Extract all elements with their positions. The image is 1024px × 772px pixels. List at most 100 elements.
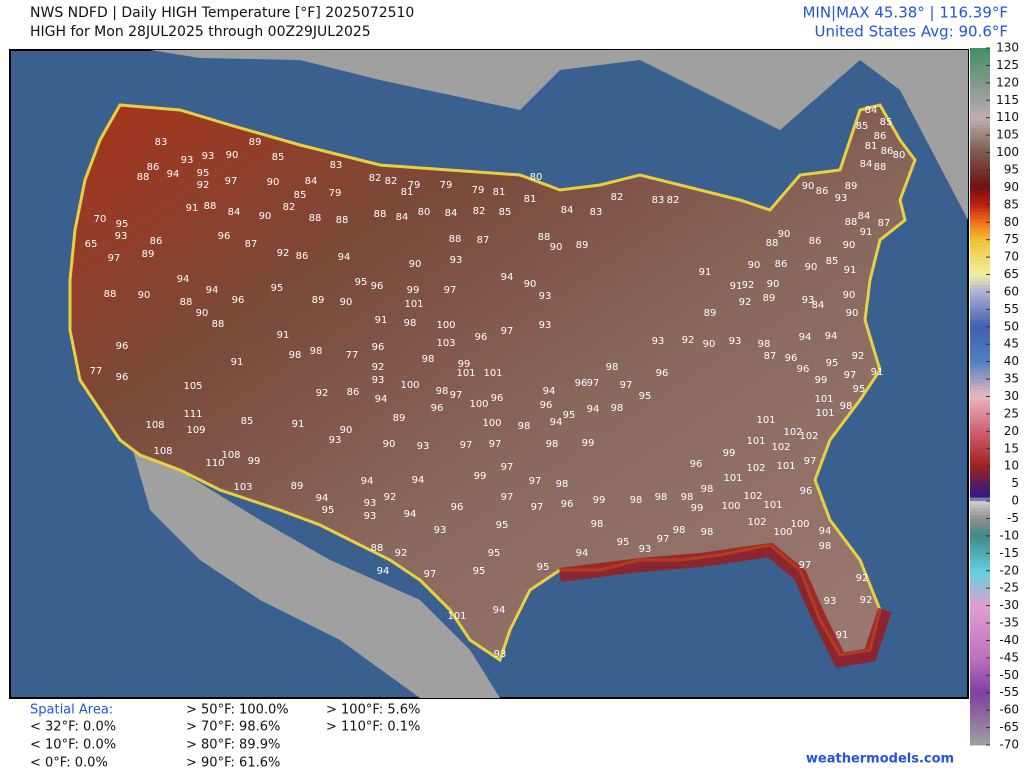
temperature-label: 108 [145, 420, 164, 431]
colorbar-tick-label: -20 [999, 563, 1019, 577]
colorbar-cell [970, 281, 990, 286]
colorbar-cell [970, 337, 990, 342]
colorbar-cell [970, 222, 990, 227]
temperature-label: 88 [845, 217, 858, 228]
colorbar-cell [970, 588, 990, 593]
temperature-label: 87 [878, 218, 891, 229]
temperature-label: 95 [473, 566, 486, 577]
colorbar-cell [970, 211, 990, 216]
temperature-label: 94 [550, 417, 563, 428]
temperature-label: 90 [748, 260, 761, 271]
spatial-area-item: > 90°F: 61.6% [186, 756, 280, 769]
colorbar-cell [970, 152, 990, 157]
colorbar-cell [970, 431, 990, 436]
colorbar-cell [970, 546, 990, 551]
temperature-label: 91 [860, 227, 873, 238]
colorbar-cell [970, 389, 990, 394]
colorbar-cell [970, 570, 990, 575]
colorbar-cell [970, 264, 990, 269]
temperature-label: 88 [137, 172, 150, 183]
temperature-label: 90 [843, 290, 856, 301]
colorbar-cell [970, 490, 990, 495]
temperature-label: 95 [197, 168, 210, 179]
colorbar-cell [970, 647, 990, 652]
colorbar-tick-label: 70 [1004, 250, 1019, 264]
temperature-label: 97 [501, 492, 514, 503]
temperature-label: 80 [893, 150, 906, 161]
temperature-label: 98 [611, 403, 624, 414]
temperature-label: 86 [874, 131, 887, 142]
colorbar-cell [970, 344, 990, 349]
temperature-label: 93 [364, 498, 377, 509]
colorbar-tick-label: 20 [1004, 424, 1019, 438]
temperature-label: 95 [853, 384, 866, 395]
mexico [130, 440, 500, 698]
colorbar-cell [970, 542, 990, 547]
temperature-label: 94 [361, 476, 374, 487]
colorbar-cell [970, 567, 990, 572]
temperature-label: 97 [501, 462, 514, 473]
colorbar-cell [970, 302, 990, 307]
colorbar-cell [970, 511, 990, 516]
temperature-label: 94 [316, 493, 329, 504]
temperature-label: 96 [800, 486, 813, 497]
colorbar-cell [970, 93, 990, 98]
temperature-label: 98 [673, 525, 686, 536]
spatial-area-item: > 70°F: 98.6% [186, 720, 280, 735]
temperature-label: 90 [767, 279, 780, 290]
temperature-label: 84 [561, 205, 574, 216]
colorbar-cell [970, 633, 990, 638]
colorbar-cell [970, 194, 990, 199]
temperature-label: 97 [620, 380, 633, 391]
temperature-label: 94 [338, 252, 351, 263]
colorbar: 1301251201151101051009590858075706560555… [970, 41, 1019, 752]
temperature-label: 93 [494, 649, 507, 660]
temperature-label: 101 [456, 368, 475, 379]
temperature-label: 94 [576, 548, 589, 559]
colorbar-cell [970, 483, 990, 488]
temperature-label: 97 [799, 560, 812, 571]
colorbar-cell [970, 61, 990, 66]
average: United States Avg: 90.6°F [815, 23, 1008, 41]
spatial-area-item: > 50°F: 100.0% [186, 703, 289, 718]
temperature-label: 89 [291, 481, 304, 492]
temperature-label: 82 [369, 173, 382, 184]
temperature-label: 96 [116, 372, 129, 383]
temperature-label: 99 [474, 471, 487, 482]
colorbar-tick-label: 130 [996, 41, 1019, 55]
temperature-label: 96 [491, 393, 504, 404]
colorbar-cell [970, 696, 990, 701]
temperature-label: 90 [802, 181, 815, 192]
temperature-label: 90 [409, 259, 422, 270]
temperature-label: 84 [858, 211, 871, 222]
colorbar-cell [970, 473, 990, 478]
temperature-label: 98 [701, 484, 714, 495]
temperature-label: 100 [400, 380, 419, 391]
temperature-label: 97 [489, 439, 502, 450]
temperature-label: 98 [422, 354, 435, 365]
colorbar-cell [970, 79, 990, 84]
temperature-label: 98 [436, 386, 449, 397]
colorbar-cell [970, 393, 990, 397]
colorbar-cell [970, 636, 990, 641]
colorbar-cell [970, 480, 990, 485]
colorbar-cell [970, 420, 990, 425]
temperature-label: 91 [186, 203, 199, 214]
temperature-label: 86 [296, 251, 309, 262]
temperature-label: 88 [449, 234, 462, 245]
temperature-label: 81 [493, 187, 506, 198]
temperature-label: 91 [277, 330, 290, 341]
temperature-label: 79 [440, 180, 453, 191]
colorbar-cell [970, 724, 990, 729]
temperature-label: 88 [104, 289, 117, 300]
temperature-label: 82 [667, 195, 680, 206]
colorbar-cell [970, 487, 990, 492]
colorbar-tick-label: 35 [1004, 372, 1019, 386]
colorbar-cell [970, 514, 990, 519]
canada [10, 50, 968, 220]
temperature-label: 92 [395, 548, 408, 559]
temperature-label: 98 [606, 362, 619, 373]
temperature-label: 99 [248, 456, 261, 467]
temperature-label: 85 [294, 190, 307, 201]
temperature-label: 94 [177, 274, 190, 285]
